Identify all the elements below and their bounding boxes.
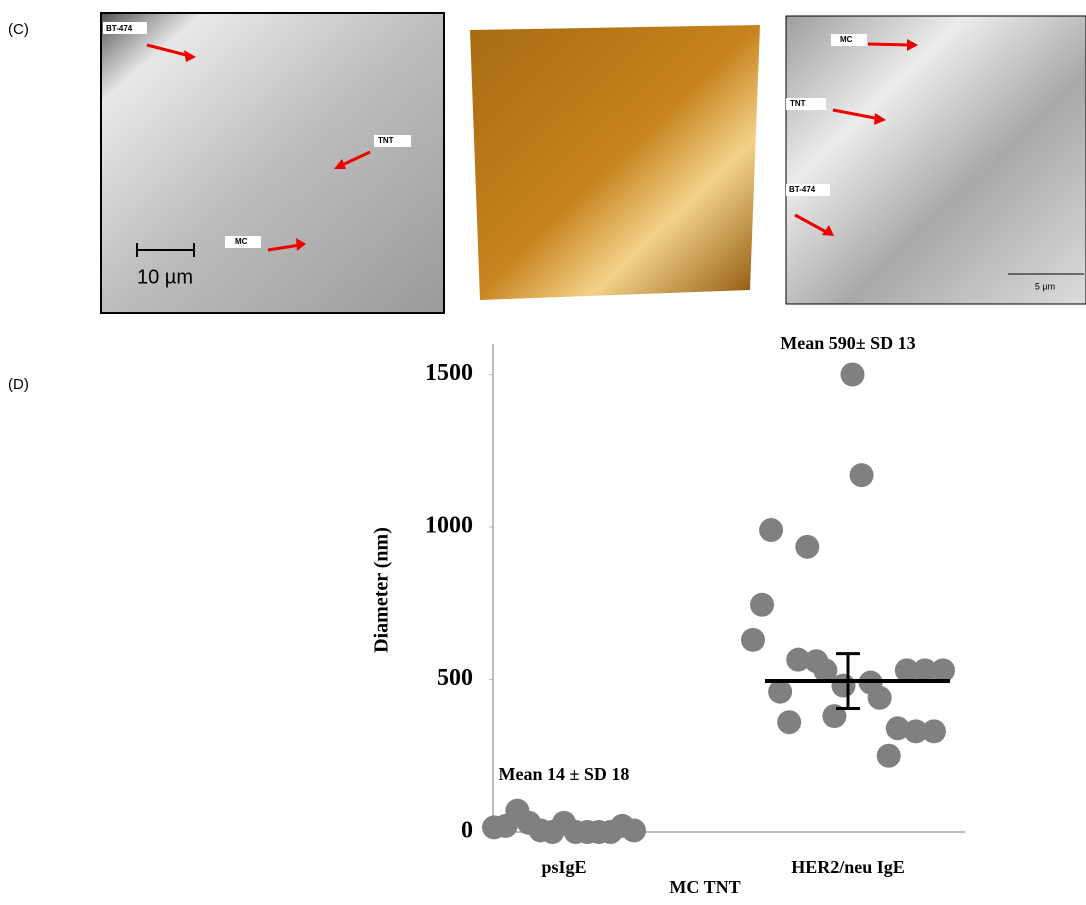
data-point (922, 719, 946, 743)
image-label: TNT (790, 99, 806, 108)
image-label: BT-474 (789, 185, 816, 194)
data-point (622, 818, 646, 842)
panel-label: (D) (8, 376, 29, 393)
page: {"panel_c":{"label":"(C)","image_1":{"la… (0, 0, 1086, 905)
data-point (795, 535, 819, 559)
y-tick-label: 0 (461, 818, 473, 844)
x-axis-label: MC TNT (669, 877, 740, 897)
figure: (C) BT-474 TNT MC MC TNT BT-474 10 µm 5 … (0, 0, 1086, 900)
data-point (841, 363, 865, 387)
data-point (768, 680, 792, 704)
afm-3d-image (470, 25, 760, 300)
data-point (750, 593, 774, 617)
y-tick-label: 1000 (425, 513, 473, 539)
data-point (868, 686, 892, 710)
data-point (777, 710, 801, 734)
scale-bar-label: 5 µm (1035, 281, 1055, 291)
x-tick-label: psIgE (541, 857, 586, 877)
annotation: Mean 590± SD 13 (780, 333, 915, 353)
x-tick-label: HER2/neu IgE (791, 857, 905, 877)
y-tick-label: 1500 (425, 360, 473, 386)
image-label: BT-474 (106, 24, 133, 33)
image-label: MC (235, 237, 248, 246)
data-point (831, 674, 855, 698)
scale-bar-label: 10 µm (137, 266, 193, 288)
data-point (877, 744, 901, 768)
data-point (931, 658, 955, 682)
data-point (759, 518, 783, 542)
image-label: TNT (378, 136, 394, 145)
y-axis-label: Diameter (nm) (371, 527, 393, 653)
afm-image (786, 16, 1086, 304)
data-point (850, 463, 874, 487)
image-label: MC (840, 35, 853, 44)
y-tick-label: 500 (437, 665, 473, 691)
annotation: Mean 14 ± SD 18 (499, 764, 630, 784)
data-point (741, 628, 765, 652)
panel-label: (C) (8, 21, 29, 38)
